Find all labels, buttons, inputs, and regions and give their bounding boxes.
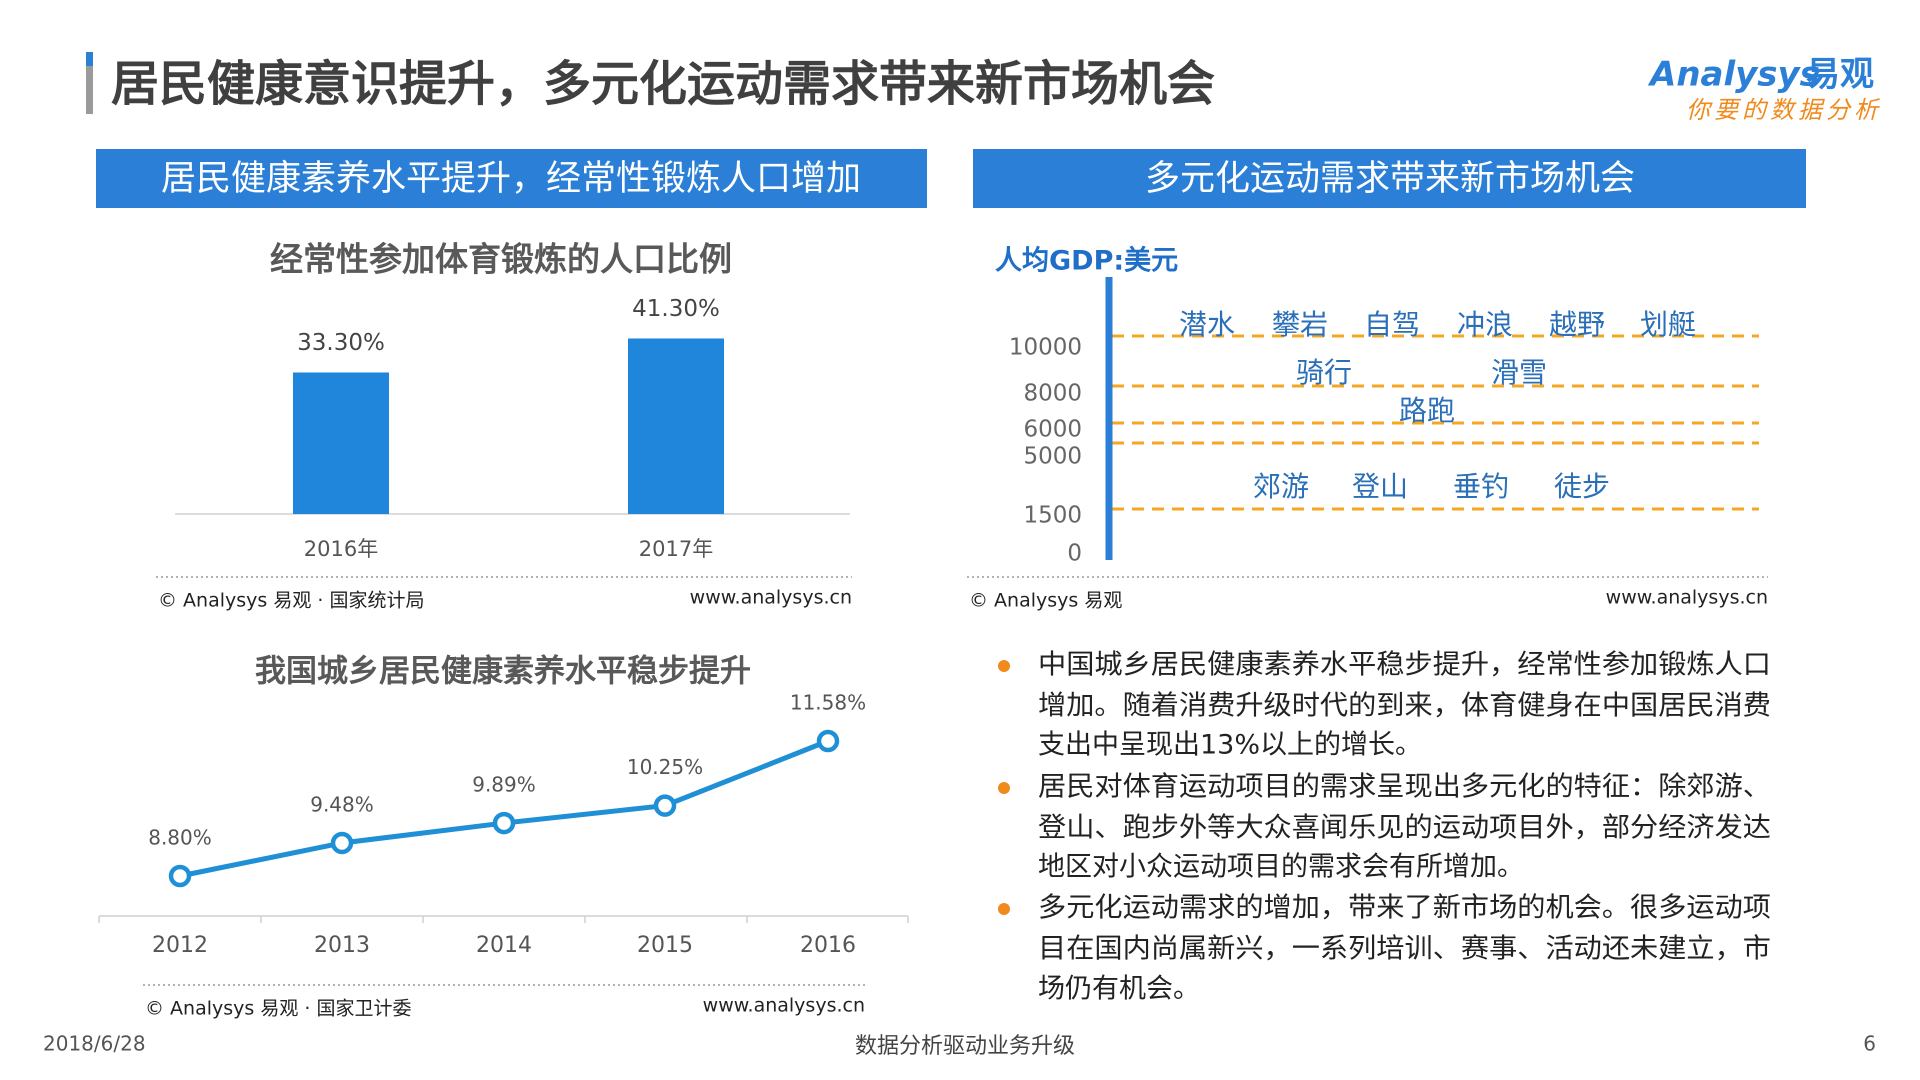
x-tick-label: 2013 [314,933,370,958]
page-number: 6 [1863,1032,1876,1056]
bullet-dot [998,903,1010,915]
value-label: 9.48% [310,792,374,816]
panel-header [973,149,1806,208]
title-marker-accent [86,52,93,66]
point [168,864,192,888]
activity-label: 攀岩 [1272,308,1328,341]
bullet-text: 场仍有机会。 [1038,974,1200,1005]
activity-label: 越野 [1549,308,1605,341]
x-tick-label: 2016年 [304,537,378,561]
footer-date: 2018/6/28 [43,1032,146,1056]
y-tick-label: 5000 [1023,444,1082,470]
website: www.analysys.cn [703,995,865,1017]
bullet-text: 登山、跑步外等大众喜闻乐见的运动项目外，部分经济发达 [1038,813,1771,844]
logo-brand-cn: 易观 [1806,55,1874,95]
bullet-text: 中国城乡居民健康素养水平稳步提升，经常性参加锻炼人口 [1038,650,1771,681]
bullet-text: 居民对体育运动项目的需求呈现出多元化的特征：除郊游、 [1038,772,1771,803]
line-series [179,738,829,879]
activity-label: 垂钓 [1453,470,1509,503]
website: www.analysys.cn [690,587,852,609]
bar [293,372,389,514]
logo-slogan: 你要的数据分析 [1686,96,1882,124]
bullet-text: 地区对小众运动项目的需求会有所增加。 [1038,852,1524,883]
activity-label: 滑雪 [1491,356,1547,389]
footer-tagline: 数据分析驱动业务升级 [855,1034,1075,1059]
logo-brand: Analysys [1647,55,1820,95]
activity-label: 路跑 [1399,394,1455,427]
point [330,831,354,855]
y-tick-label: 8000 [1023,381,1082,407]
value-label: 41.30% [632,296,720,322]
x-tick-label: 2012 [152,933,208,958]
bullet-text: 增加。随着消费升级时代的到来，体育健身在中国居民消费 [1038,691,1771,722]
activity-label: 骑行 [1296,356,1352,389]
x-tick-label: 2015 [637,933,693,958]
activity-label: 冲浪 [1457,308,1513,341]
bullet-dot [998,782,1010,794]
chart-title: 我国城乡居民健康素养水平稳步提升 [255,654,751,690]
bar [628,338,724,514]
source: © Analysys 易观 · 国家卫计委 [145,998,411,1020]
website: www.analysys.cn [1606,587,1768,609]
y-tick-label: 6000 [1023,417,1082,443]
point [653,794,677,817]
bullet-dot [998,660,1010,672]
bullet-text: 多元化运动需求的增加，带来了新市场的机会。很多运动项 [1038,893,1771,924]
x-tick-label: 2016 [800,933,856,958]
value-label: 11.58% [790,691,866,715]
chart-title: 人均GDP:美元 [995,245,1178,277]
activity-label: 自驾 [1364,308,1420,341]
activity-label: 潜水 [1179,308,1235,341]
bullet-text: 目在国内尚属新兴，一系列培训、赛事、活动还未建立，市 [1038,934,1771,965]
slide-title: 居民健康意识提升，多元化运动需求带来新市场机会 [111,56,1215,112]
title-marker [86,52,93,114]
value-label: 9.89% [472,773,536,797]
y-tick-label: 0 [1067,541,1082,567]
y-tick-label: 10000 [1009,335,1082,361]
activity-label: 郊游 [1253,470,1309,503]
activity-label: 徒步 [1554,470,1610,503]
value-label: 33.30% [297,330,385,356]
chart-title: 经常性参加体育锻炼的人口比例 [270,240,732,279]
x-tick-label: 2017年 [639,537,713,561]
panel-title: 多元化运动需求带来新市场机会 [1145,159,1635,199]
point [492,811,516,835]
panel-header [96,149,927,208]
panel-title: 居民健康素养水平提升，经常性锻炼人口增加 [161,159,861,199]
value-label: 10.25% [627,755,703,779]
bullet-text: 支出中呈现出13%以上的增长。 [1038,730,1422,761]
activity-label: 划艇 [1640,308,1696,341]
source: © Analysys 易观 [969,590,1122,612]
x-tick-label: 2014 [476,933,532,958]
point [816,729,840,753]
activity-label: 登山 [1352,470,1408,503]
value-label: 8.80% [148,826,212,850]
source: © Analysys 易观 · 国家统计局 [158,590,424,612]
y-tick-label: 1500 [1023,503,1082,529]
